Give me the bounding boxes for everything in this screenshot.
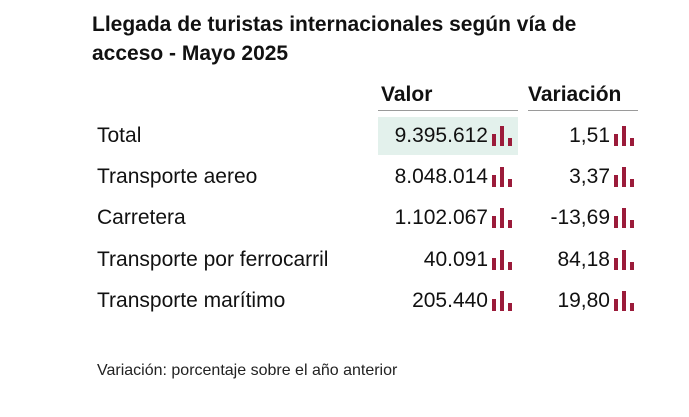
row-label: Carretera — [97, 206, 186, 229]
valor-value: 40.091 — [423, 248, 488, 271]
table-row: Transporte por ferrocarril 40.091 84,18 — [92, 241, 652, 279]
table-row: Carretera 1.102.067 -13,69 — [92, 199, 652, 237]
variacion-value: 1,51 — [569, 124, 610, 147]
bar-chart-icon[interactable] — [492, 167, 514, 187]
table-row: Transporte marítimo 205.440 19,80 — [92, 282, 652, 320]
valor-value: 205.440 — [412, 289, 488, 312]
bar-chart-icon[interactable] — [614, 208, 636, 228]
variacion-value: -13,69 — [550, 206, 610, 229]
valor-value: 8.048.014 — [394, 165, 488, 188]
variacion-value: 3,37 — [569, 165, 610, 188]
bar-chart-icon[interactable] — [492, 126, 514, 146]
column-header-valor: Valor — [378, 81, 518, 111]
row-label: Transporte aereo — [97, 165, 258, 188]
valor-value: 9.395.612 — [394, 124, 488, 147]
table-row: Transporte aereo 8.048.014 3,37 — [92, 158, 652, 196]
footnote: Variación: porcentaje sobre el año anter… — [97, 362, 398, 379]
bar-chart-icon[interactable] — [614, 167, 636, 187]
bar-chart-icon[interactable] — [614, 126, 636, 146]
bar-chart-icon[interactable] — [614, 291, 636, 311]
valor-cell: 205.440 — [378, 282, 518, 320]
column-header-variacion: Variación — [528, 81, 638, 111]
valor-value: 1.102.067 — [394, 206, 488, 229]
variacion-value: 84,18 — [557, 248, 610, 271]
variacion-cell: 84,18 — [528, 241, 640, 279]
row-label: Transporte por ferrocarril — [97, 248, 329, 271]
bar-chart-icon[interactable] — [614, 250, 636, 270]
bar-chart-icon[interactable] — [492, 208, 514, 228]
table-title: Llegada de turistas internacionales segú… — [92, 13, 577, 65]
variacion-value: 19,80 — [557, 289, 610, 312]
bar-chart-icon[interactable] — [492, 291, 514, 311]
variacion-cell: 1,51 — [528, 117, 640, 155]
row-label: Total — [97, 124, 142, 147]
row-label: Transporte marítimo — [97, 289, 286, 312]
variacion-cell: 3,37 — [528, 158, 640, 196]
valor-cell: 8.048.014 — [378, 158, 518, 196]
table-row: Total 9.395.612 1,51 — [92, 117, 652, 155]
variacion-cell: 19,80 — [528, 282, 640, 320]
valor-cell: 40.091 — [378, 241, 518, 279]
valor-cell: 1.102.067 — [378, 199, 518, 237]
bar-chart-icon[interactable] — [492, 250, 514, 270]
valor-cell: 9.395.612 — [378, 117, 518, 155]
variacion-cell: -13,69 — [528, 199, 640, 237]
